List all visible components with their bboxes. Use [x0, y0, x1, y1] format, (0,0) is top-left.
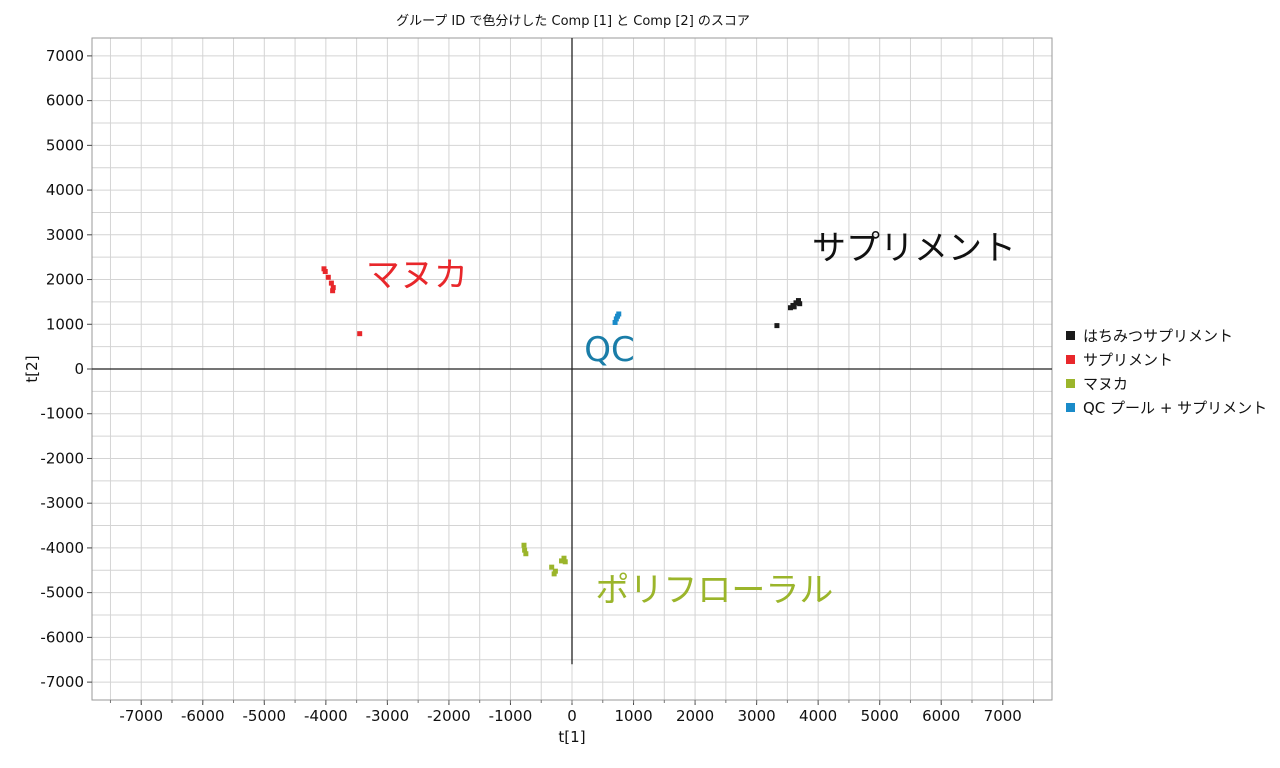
y-tick-label: 0	[74, 360, 84, 378]
x-tick-label: 1000	[614, 707, 652, 725]
cluster-annotation: QC	[584, 330, 635, 370]
y-tick-label: 4000	[46, 181, 84, 199]
data-point	[330, 285, 336, 291]
x-axis-label: t[1]	[558, 728, 585, 746]
data-point	[561, 555, 567, 561]
y-tick-label: -5000	[40, 584, 84, 602]
x-tick-label: -3000	[366, 707, 410, 725]
data-point	[612, 319, 618, 325]
data-point	[559, 558, 565, 564]
legend-label: サプリメント	[1083, 350, 1174, 369]
data-point	[325, 274, 331, 280]
x-tick-label: 7000	[984, 707, 1022, 725]
x-tick-label: -6000	[181, 707, 225, 725]
y-tick-label: -4000	[40, 539, 84, 557]
legend-swatch	[1066, 378, 1075, 388]
y-tick-label: 5000	[46, 136, 84, 154]
y-tick-label: -7000	[40, 673, 84, 691]
cluster-annotation: マヌカ	[366, 255, 468, 295]
x-tick-label: 4000	[799, 707, 837, 725]
legend-item: QC プール + サプリメント	[1066, 395, 1267, 419]
y-tick-label: 6000	[46, 92, 84, 110]
x-tick-label: -2000	[427, 707, 471, 725]
x-tick-labels: -7000 -6000 -5000 -4000 -3000 -2000 -1000 0 1000…	[109, 700, 1035, 725]
data-point	[521, 542, 527, 548]
data-point	[795, 298, 801, 304]
legend-swatch	[1066, 354, 1075, 364]
x-tick-label: -1000	[489, 707, 533, 725]
legend-swatch	[1066, 402, 1075, 412]
data-point	[330, 288, 336, 294]
cluster-annotation: ポリフローラル	[595, 571, 833, 611]
legend-item: サプリメント	[1066, 347, 1267, 371]
y-tick-labels: 7000 6000 5000 4000 3000 2000 1000 0 -1000 -2000 -…	[40, 47, 92, 691]
y-tick-label: 3000	[46, 226, 84, 244]
data-point	[562, 559, 568, 565]
cluster-annotation: サプリメント	[812, 228, 1016, 268]
x-tick-label: -7000	[119, 707, 163, 725]
x-tick-label: 6000	[922, 707, 960, 725]
data-point	[551, 571, 557, 577]
data-point	[549, 564, 555, 570]
axes	[92, 38, 1052, 665]
y-axis-label: t[2]	[23, 355, 41, 382]
data-points	[321, 266, 803, 577]
y-tick-label: -1000	[40, 405, 84, 423]
legend-label: はちみつサプリメント	[1083, 326, 1234, 345]
data-point	[613, 316, 619, 322]
data-point	[522, 547, 528, 553]
y-tick-label: -3000	[40, 494, 84, 512]
data-point	[616, 311, 622, 317]
data-point	[791, 304, 797, 310]
y-tick-label: 2000	[46, 271, 84, 289]
x-tick-label: 5000	[861, 707, 899, 725]
legend-label: マヌカ	[1083, 374, 1129, 393]
data-point	[357, 331, 363, 337]
x-tick-label: 3000	[738, 707, 776, 725]
y-tick-label: -2000	[40, 449, 84, 467]
data-point	[774, 323, 780, 329]
data-point	[328, 280, 334, 286]
chart-title: グループ ID で色分けした Comp [1] と Comp [2] のスコア	[396, 14, 750, 29]
x-tick-label: 0	[567, 707, 577, 725]
legend-item: はちみつサプリメント	[1066, 323, 1267, 347]
legend-swatch	[1066, 330, 1075, 340]
y-tick-label: 1000	[46, 315, 84, 333]
y-tick-label: 7000	[46, 47, 84, 65]
x-tick-label: -4000	[304, 707, 348, 725]
x-tick-label: 2000	[676, 707, 714, 725]
data-point	[321, 266, 327, 272]
data-point	[797, 301, 803, 307]
legend: はちみつサプリメント サプリメント マヌカ QC プール + サプリメント	[1066, 323, 1267, 419]
legend-item: マヌカ	[1066, 371, 1267, 395]
x-tick-label: -5000	[243, 707, 287, 725]
y-tick-label: -6000	[40, 628, 84, 646]
data-point	[322, 268, 328, 274]
data-point	[552, 568, 558, 574]
data-point	[523, 551, 529, 557]
legend-label: QC プール + サプリメント	[1083, 398, 1268, 417]
